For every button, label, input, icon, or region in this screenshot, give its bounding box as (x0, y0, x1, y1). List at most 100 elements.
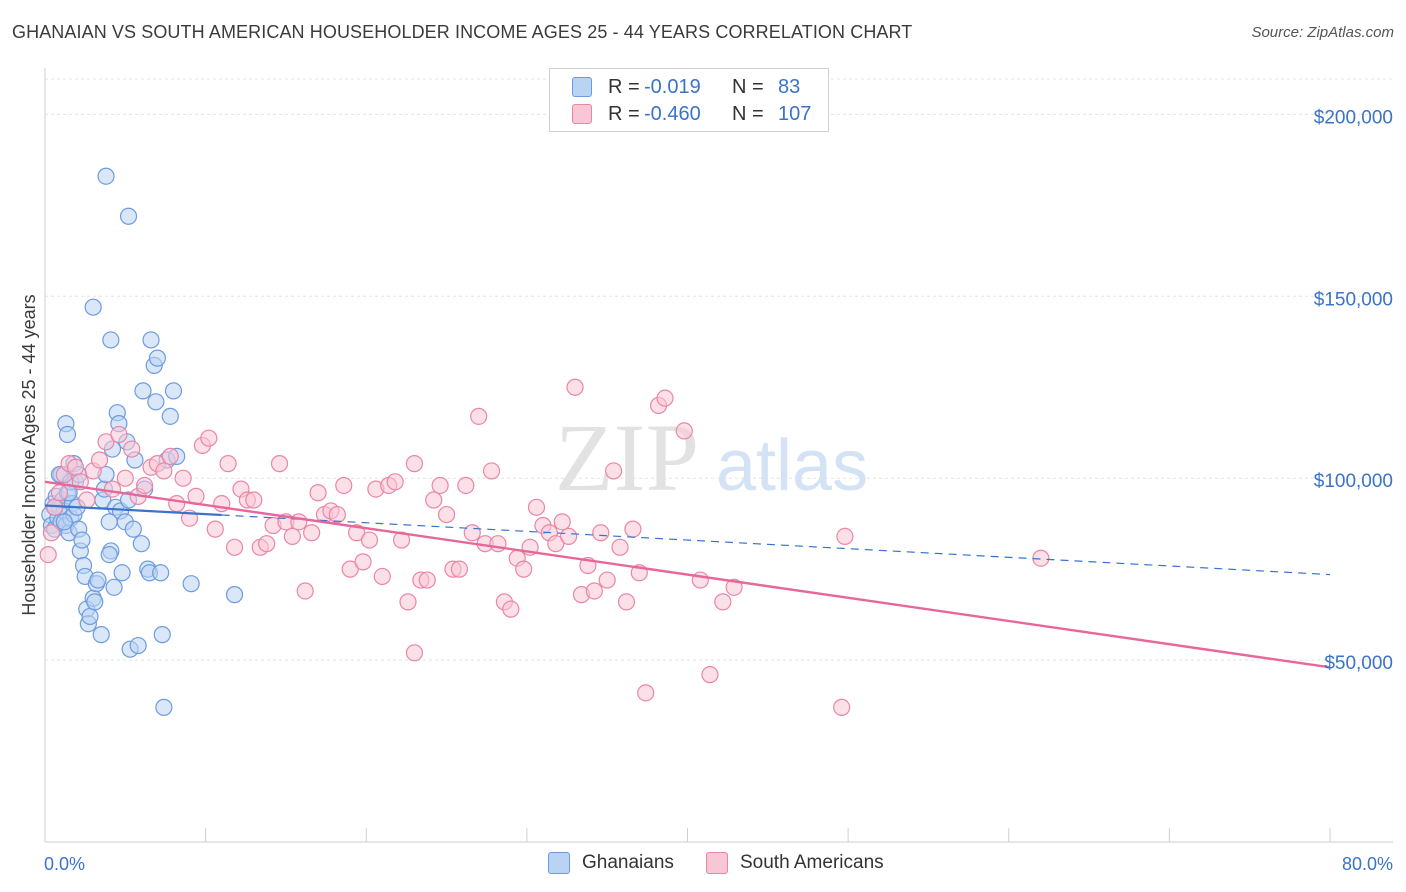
y-tick-label: $100,000 (1314, 471, 1393, 492)
y-tick-label: $150,000 (1314, 289, 1393, 310)
legend-n-label: N = (732, 102, 764, 125)
ghanaian-point (147, 393, 165, 411)
ghanaian-point (81, 607, 99, 626)
ghanaian-point (148, 349, 167, 367)
gridlines (45, 78, 1393, 661)
south-american-point (405, 455, 424, 473)
south-american-point (714, 593, 732, 611)
south-american-point (566, 378, 584, 396)
ghanaian-point (89, 571, 107, 589)
ghanaian-point (155, 698, 173, 716)
south-american-point (341, 560, 359, 578)
south-american-point (656, 389, 674, 407)
legend-r-value: -0.460 (644, 102, 701, 125)
south-american-point (592, 524, 610, 542)
legend-label-south-americans: South Americans (740, 852, 884, 873)
ghanaians-trend-solid (44, 504, 222, 517)
south-american-point (258, 535, 276, 553)
south-american-point (833, 698, 851, 716)
ghanaian-point (102, 331, 120, 349)
y-tick-label: $200,000 (1314, 107, 1393, 128)
trend-lines (44, 480, 1331, 669)
ghanaian-point (100, 545, 118, 564)
south-american-point (335, 476, 353, 495)
south-american-point (303, 524, 321, 542)
south-american-point (605, 462, 623, 480)
y-tick-labels: $50,000 $100,000 $150,000 $200,000 (1314, 107, 1393, 674)
south-american-point (431, 476, 449, 495)
south-american-point (386, 473, 404, 491)
south-american-point (489, 535, 507, 553)
south-american-point (463, 524, 481, 542)
x-tick-marks (44, 828, 1331, 842)
south-american-point (637, 684, 655, 702)
ghanaian-point (92, 626, 110, 644)
south-american-point (354, 553, 372, 571)
south-american-point (97, 433, 115, 451)
legend-label-ghanaians: Ghanaians (582, 852, 674, 873)
y-axis-label: Householder Income Ages 25 - 44 years (19, 294, 39, 615)
legend-item-ghanaians[interactable]: Ghanaians (548, 852, 674, 874)
chart-source: Source: ZipAtlas.com (1251, 24, 1394, 41)
south-american-point (50, 484, 69, 502)
ghanaian-point (161, 407, 179, 425)
south-american-point (675, 422, 693, 440)
south-american-point (624, 520, 642, 538)
legend-item-south-americans[interactable]: South Americans (706, 852, 884, 874)
south-american-point (161, 447, 179, 465)
south-american-point (470, 407, 488, 425)
south-american-point (405, 644, 424, 662)
south-american-point (206, 520, 224, 538)
south-american-point (66, 458, 85, 476)
south-american-point (200, 429, 218, 447)
ghanaian-point (58, 425, 77, 444)
ghanaian-point (97, 167, 115, 185)
watermark-zip: ZIP (555, 404, 699, 511)
ghanaian-point (182, 575, 200, 593)
south-american-point (399, 593, 417, 611)
south-americans-trend (44, 480, 1331, 669)
x-tick-label-max: 80.0% (1342, 854, 1393, 874)
y-tick-label: $50,000 (1324, 653, 1393, 674)
south-american-point (219, 455, 237, 473)
south-american-point (283, 527, 301, 546)
south-american-point (309, 484, 327, 502)
legend-swatch-pink (706, 852, 728, 874)
ghanaian-point (164, 382, 183, 400)
south-american-point (270, 455, 289, 473)
south-american-point (725, 578, 743, 596)
series-south-americans-points (39, 378, 1050, 716)
south-american-point (585, 582, 603, 600)
ghanaian-point (134, 382, 152, 400)
south-american-point (836, 527, 854, 546)
legend-swatch-pink (572, 104, 592, 124)
south-american-point (392, 531, 411, 549)
south-american-point (611, 538, 629, 556)
ghanaian-point (152, 564, 170, 582)
ghanaian-point (124, 520, 142, 538)
legend-row-ghanaians: R = -0.019 N = 83 (572, 74, 800, 100)
south-american-point (482, 462, 501, 480)
south-american-point (39, 545, 57, 564)
south-american-point (502, 600, 520, 618)
legend-r-value: -0.019 (644, 75, 701, 98)
south-american-point (168, 495, 186, 513)
legend-r-label: R = (608, 102, 640, 125)
south-american-point (373, 567, 391, 586)
ghanaian-point (105, 578, 123, 596)
south-american-point (450, 560, 469, 578)
ghanaian-point (86, 593, 104, 611)
x-tick-label-min: 0.0% (44, 854, 85, 874)
south-american-point (78, 491, 96, 509)
south-american-point (418, 571, 436, 589)
south-american-point (290, 513, 308, 531)
ghanaian-point (142, 331, 160, 349)
ghanaians-trend-dashed (221, 514, 1331, 576)
south-american-point (116, 469, 134, 487)
south-american-point (560, 527, 578, 546)
legend-row-south-americans: R = -0.460 N = 107 (572, 101, 811, 127)
south-american-point (42, 524, 61, 542)
south-american-point (225, 538, 244, 556)
ghanaian-point (119, 207, 138, 225)
